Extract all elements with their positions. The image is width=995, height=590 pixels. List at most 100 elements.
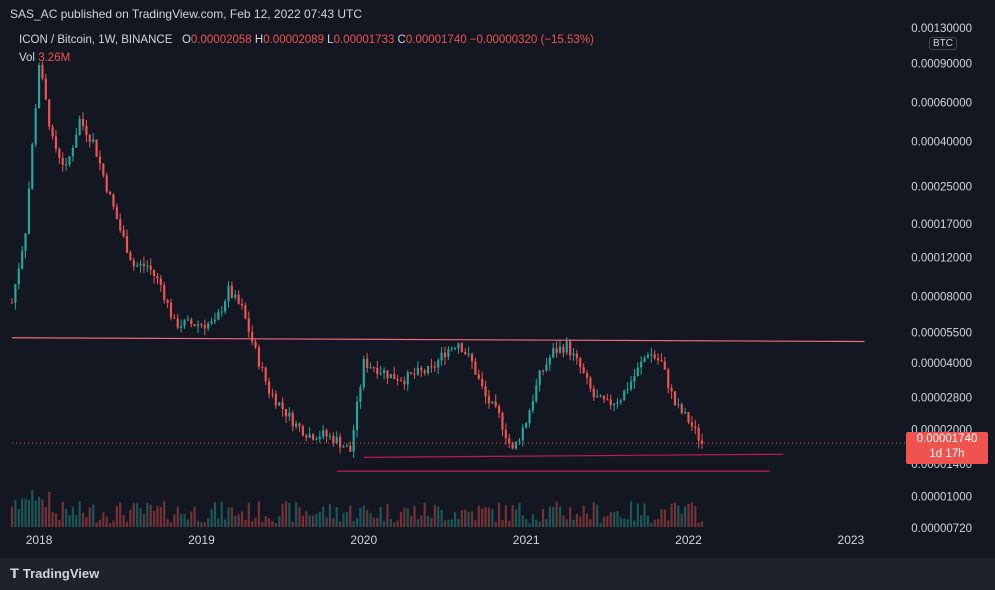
x-tick-label: 2018: [26, 533, 53, 547]
brand-label: TradingView: [22, 566, 100, 581]
volume-bar: [34, 500, 37, 527]
candle-body: [501, 412, 504, 430]
y-tick-label: 0.00025000: [911, 182, 972, 194]
volume-bar: [119, 502, 122, 527]
countdown-value: 1d 17h: [929, 448, 965, 460]
candle-body: [575, 353, 578, 359]
volume-bar: [295, 502, 298, 527]
volume-bar: [75, 515, 78, 527]
candle-body: [399, 380, 403, 382]
candle-body: [609, 399, 612, 406]
volume-bar: [88, 507, 91, 527]
volume-bar: [541, 508, 545, 527]
candle-body: [636, 367, 639, 377]
volume-bar: [399, 512, 403, 527]
candle-body: [65, 164, 68, 166]
volume-bar: [396, 520, 399, 527]
candle-body: [508, 438, 511, 443]
candle-body: [555, 348, 558, 353]
candle-body: [180, 326, 183, 328]
candle-body: [521, 427, 524, 441]
volume-bar: [494, 521, 497, 527]
volume-bar: [470, 511, 474, 527]
candle-body: [271, 393, 274, 395]
candle-body: [599, 395, 602, 397]
candle-body: [301, 426, 304, 436]
y-tick-label: 0.00017000: [911, 219, 972, 231]
volume-bar: [186, 519, 189, 527]
change-value: −0.00000320 (−15.53%): [469, 34, 594, 46]
candle-body: [423, 370, 426, 374]
tradingview-brand[interactable]: 𝗧 TradingView: [10, 566, 99, 582]
candle-body: [460, 343, 463, 352]
candle-body: [643, 357, 646, 362]
candle-body: [518, 440, 521, 442]
candle-body: [528, 410, 531, 423]
volume-bar: [403, 507, 406, 527]
candle-body: [602, 395, 606, 400]
candle-body: [494, 401, 497, 407]
candle-body: [166, 300, 169, 303]
volume-bar: [61, 501, 64, 527]
candle-body: [376, 368, 379, 374]
volume-bar: [210, 509, 213, 527]
candle-body: [224, 301, 227, 312]
volume-bar: [447, 519, 450, 527]
candle-body: [139, 263, 142, 266]
candle-body: [109, 191, 112, 195]
volume-bar: [673, 502, 677, 527]
candle-body: [470, 353, 474, 362]
volume-bar: [382, 520, 386, 527]
candle-body: [44, 78, 47, 100]
candle-body: [240, 303, 244, 306]
volume-bar: [339, 521, 342, 527]
chart-area[interactable]: [10, 26, 906, 528]
vol-label: Vol: [19, 52, 35, 64]
volume-bar: [105, 516, 108, 527]
volume-bar: [51, 512, 54, 527]
candle-body: [21, 250, 24, 269]
volume-bar: [261, 521, 264, 527]
candle-body: [531, 401, 535, 411]
candle-body: [569, 341, 572, 356]
candle-body: [105, 175, 108, 192]
volume-bar: [288, 502, 291, 527]
volume-bar: [528, 522, 531, 527]
volume-bar: [345, 512, 348, 527]
volume-bar: [504, 505, 507, 527]
volume-bar: [430, 518, 433, 527]
volume-bar: [247, 502, 250, 527]
support-line: [363, 453, 784, 458]
currency-badge[interactable]: BTC: [929, 37, 957, 50]
publisher-caption: SAS_AC published on TradingView.com, Feb…: [10, 7, 362, 21]
volume-bar: [700, 521, 704, 527]
volume-bar: [291, 521, 294, 527]
volume-bar: [599, 522, 602, 527]
candle-body: [362, 358, 365, 388]
candle-body: [136, 265, 139, 267]
volume-bar: [17, 508, 20, 527]
volume-bar: [443, 520, 447, 527]
candle-body: [17, 268, 20, 285]
volume-bar: [122, 515, 125, 527]
candle-body: [477, 374, 480, 379]
candle-body: [169, 302, 173, 318]
candle-body: [325, 430, 328, 437]
volume-bar: [525, 519, 528, 527]
volume-bar: [602, 516, 606, 527]
candle-body: [372, 367, 376, 369]
volume-bar: [251, 521, 254, 527]
volume-bar: [349, 505, 352, 527]
candle-body: [159, 278, 162, 285]
volume-bar: [613, 512, 616, 527]
volume-bar: [393, 522, 396, 527]
volume-bar: [467, 511, 470, 527]
volume-bar: [176, 506, 179, 527]
volume-bars: [10, 490, 704, 527]
candle-body: [244, 305, 247, 319]
candle-body: [291, 412, 294, 427]
candle-body: [173, 317, 176, 319]
volume-bar: [481, 508, 484, 527]
volume-bar: [54, 513, 58, 527]
